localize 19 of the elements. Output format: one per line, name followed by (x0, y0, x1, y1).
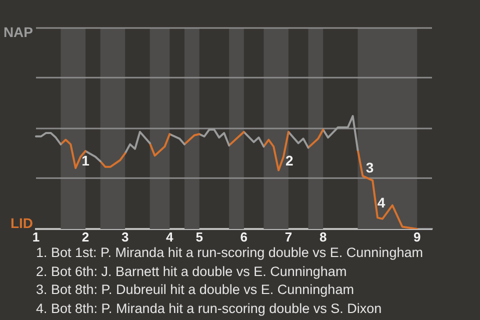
x-tick-label: 5 (196, 229, 203, 244)
x-tick-label: 8 (319, 229, 327, 244)
x-tick-label: 3 (121, 229, 129, 244)
text: 3. Bot 8th: P. Dubreuil hit a double vs E. Cunningham (36, 281, 355, 299)
x-tick-label: 4 (166, 229, 174, 244)
x-tick-label: 1 (32, 229, 40, 244)
x-tick-label: 2 (82, 229, 90, 244)
text: LID (10, 214, 33, 231)
annotation: 2 (286, 152, 294, 169)
x-tick-label: 6 (240, 229, 248, 244)
x-tick-label: 9 (414, 229, 421, 244)
text: 2. Bot 6th: J. Barnett hit a double vs E. Cunningham (36, 262, 348, 281)
annotation: 1 (82, 152, 90, 169)
text: 1. Bot 1st: P. Miranda hit a run-scoring double vs E. Cunningham (36, 244, 423, 262)
x-tick-label: 7 (284, 229, 292, 244)
text: 4. Bot 8th: P. Miranda hit a run-scoring double vs S. Dixon (36, 300, 383, 318)
annotation: 4 (377, 194, 386, 211)
text: NAP (3, 24, 33, 40)
annotation: 3 (366, 160, 374, 176)
